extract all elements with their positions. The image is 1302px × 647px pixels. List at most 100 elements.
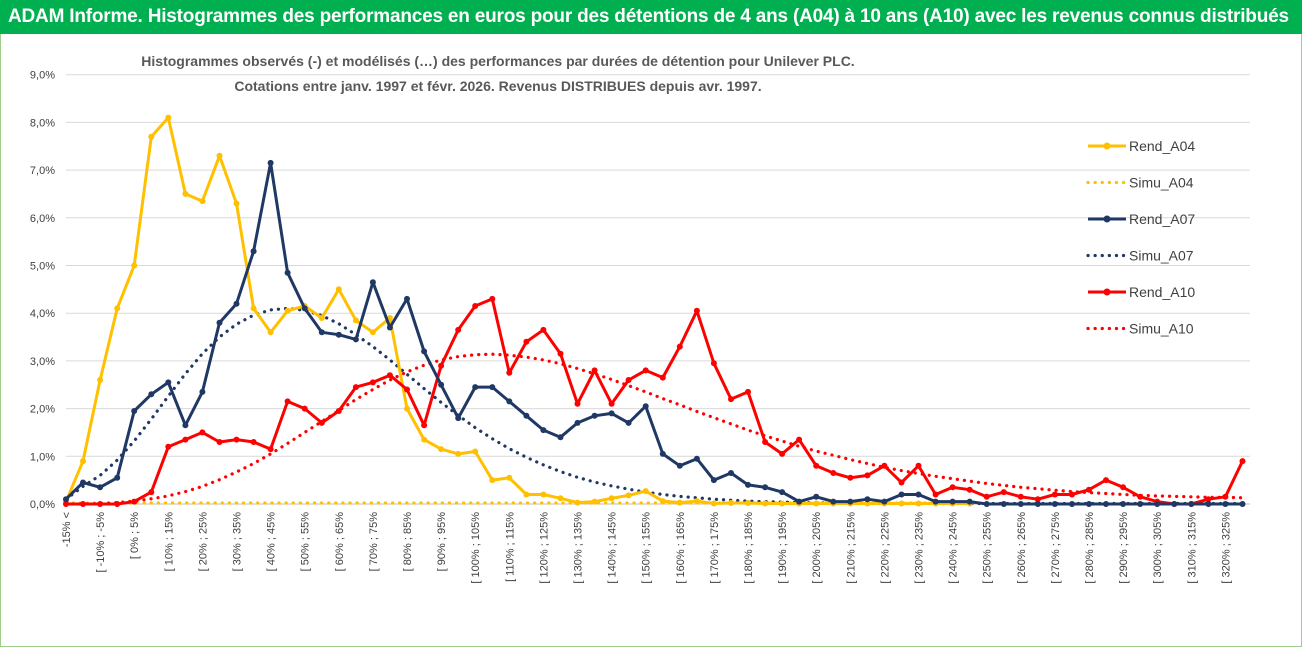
data-point	[659, 374, 666, 381]
data-point	[1000, 501, 1007, 507]
data-point	[608, 400, 615, 407]
data-point	[1000, 489, 1007, 496]
x-tick-label: [ 40% ; 45%	[266, 512, 278, 572]
data-point	[540, 491, 547, 498]
data-point	[421, 436, 428, 443]
data-point	[779, 489, 786, 496]
data-point	[676, 343, 683, 350]
x-tick-label: [ 110% ; 115%	[504, 512, 516, 582]
data-point	[233, 436, 240, 443]
x-tick-label: [ 160% ; 165%	[675, 512, 687, 584]
data-point	[233, 300, 240, 307]
data-point	[659, 498, 666, 505]
legend-label: Simu_A10	[1129, 321, 1194, 337]
y-tick-label: 6,0%	[30, 213, 55, 225]
x-tick-label: [ 170% ; 175%	[709, 512, 721, 584]
data-point	[540, 326, 547, 333]
data-point	[591, 367, 598, 374]
data-point	[131, 498, 138, 505]
data-point	[97, 377, 104, 383]
data-point	[455, 415, 462, 422]
data-point	[1120, 484, 1127, 491]
data-point	[881, 498, 888, 505]
x-tick-label: [ 10% ; 15%	[163, 512, 175, 572]
data-point	[182, 422, 189, 429]
data-point	[983, 501, 990, 507]
y-tick-label: 4,0%	[30, 308, 55, 320]
chart-title-line1: Histogrammes observés (-) et modélisés (…	[141, 53, 854, 69]
data-point	[523, 491, 530, 498]
data-point	[1086, 486, 1092, 493]
data-point	[949, 498, 956, 505]
series-line	[64, 161, 1243, 506]
data-point	[318, 329, 325, 336]
data-point	[1017, 501, 1024, 507]
data-point	[386, 324, 393, 331]
x-tick-label: [ 270% ; 275%	[1050, 512, 1062, 584]
x-tick-label: [ 310% ; 315%	[1186, 512, 1198, 584]
data-point	[1051, 501, 1058, 507]
data-point	[1034, 501, 1041, 507]
data-point	[642, 367, 649, 374]
legend-item-rend-a10: Rend_A10	[1088, 284, 1195, 300]
data-point	[131, 408, 138, 414]
data-point	[642, 403, 649, 410]
data-point	[335, 286, 342, 293]
data-point	[318, 419, 325, 426]
x-tick-label: [ 300% ; 305%	[1152, 512, 1164, 584]
data-point	[710, 360, 717, 367]
x-axis-ticks: -15% < [ -10% ; -5% [ 0% ; 5% [ 10% ; 15% [ …	[61, 512, 1232, 584]
data-point	[369, 379, 376, 386]
performance-histogram-chart: Histogrammes observés (-) et modélisés (…	[30, 53, 1250, 584]
data-point	[830, 498, 837, 505]
data-point	[1239, 458, 1246, 465]
data-point	[864, 472, 871, 479]
x-tick-label: [ 260% ; 265%	[1016, 512, 1028, 584]
data-point	[216, 439, 223, 445]
data-point	[438, 446, 445, 453]
x-tick-label: [ 70% ; 75%	[368, 512, 380, 572]
data-point	[284, 269, 291, 276]
x-tick-label: [ 280% ; 285%	[1084, 512, 1096, 584]
data-point	[404, 295, 410, 302]
x-tick-label: -15% <	[61, 512, 73, 547]
data-point	[625, 492, 632, 499]
data-point	[915, 462, 922, 469]
data-point	[557, 495, 564, 502]
data-point	[523, 412, 530, 419]
data-point	[472, 303, 479, 309]
y-tick-label: 2,0%	[30, 404, 55, 416]
data-point	[847, 474, 854, 481]
series-rend-a10	[63, 295, 1246, 507]
data-point	[1205, 496, 1212, 503]
data-point	[796, 498, 803, 505]
data-point	[250, 248, 257, 255]
data-point	[728, 396, 734, 403]
data-point	[216, 152, 223, 159]
data-point	[438, 381, 445, 388]
data-point	[63, 496, 69, 503]
data-point	[676, 462, 683, 469]
data-point	[745, 388, 751, 395]
series-line	[66, 297, 1244, 506]
data-point	[318, 315, 325, 321]
legend-item-rend-a04: Rend_A04	[1088, 138, 1195, 154]
data-point	[97, 501, 104, 507]
data-point	[830, 470, 837, 476]
data-point	[966, 498, 973, 505]
y-tick-label: 3,0%	[30, 356, 55, 368]
y-tick-label: 1,0%	[30, 451, 55, 463]
data-point	[284, 307, 291, 314]
legend-label: Rend_A10	[1129, 284, 1195, 300]
x-tick-label: [ 180% ; 185%	[743, 512, 755, 584]
data-point	[97, 484, 104, 491]
data-point	[489, 384, 496, 391]
data-point	[915, 500, 922, 507]
x-tick-label: [ 0% ; 5%	[129, 512, 141, 559]
series-line	[64, 306, 1245, 506]
legend-item-simu-a07: Simu_A07	[1086, 248, 1194, 264]
data-point	[284, 398, 291, 405]
data-point	[1239, 501, 1246, 507]
data-point	[267, 329, 274, 336]
series-rend-a07	[63, 159, 1246, 507]
